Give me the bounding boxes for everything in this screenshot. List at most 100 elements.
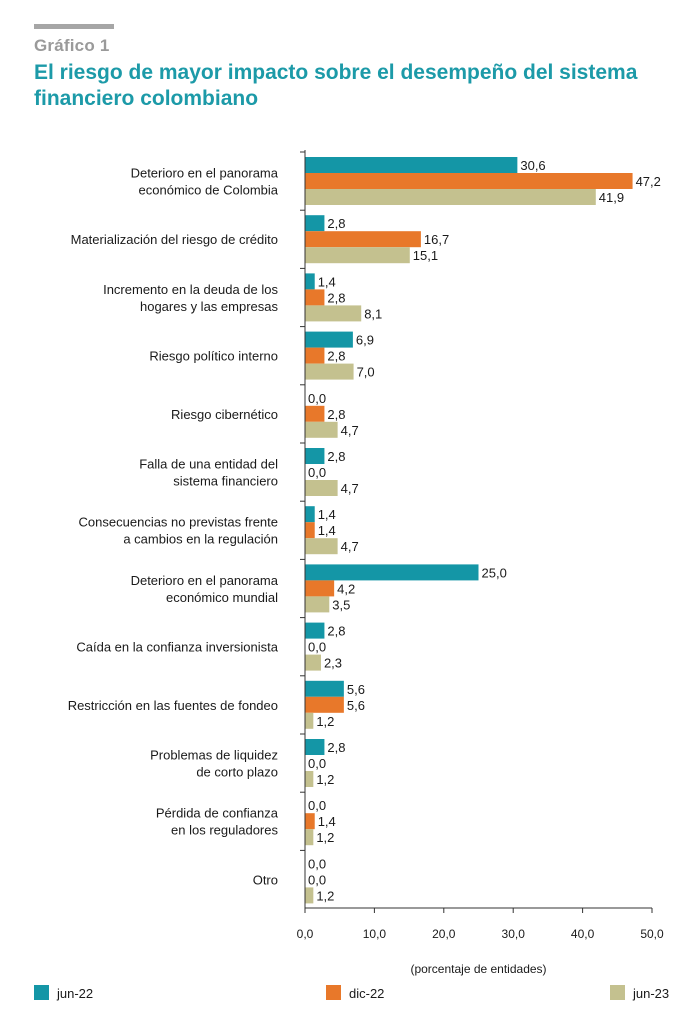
data-label: 1,4: [318, 523, 336, 538]
data-label: 2,8: [327, 216, 345, 231]
bar-jun-23: [305, 480, 338, 496]
category-label: Otro: [253, 872, 278, 887]
bar-jun-23: [305, 596, 330, 613]
bar-jun-23: [305, 538, 338, 555]
category-label: Caída en la confianza inversionista: [76, 640, 278, 655]
bar-jun-22: [305, 739, 325, 755]
bar-jun-23: [305, 363, 354, 380]
data-label: 16,7: [424, 232, 449, 247]
data-label: 6,9: [356, 333, 374, 348]
legend-label-jun-23: jun-23: [632, 986, 669, 1001]
data-label: 5,6: [347, 698, 365, 713]
data-label: 47,2: [636, 174, 661, 189]
data-label: 2,8: [327, 449, 345, 464]
data-label: 15,1: [413, 248, 438, 263]
category-label: Falla de una entidad del sistema financie…: [139, 457, 278, 489]
category-label: Riesgo cibernético: [171, 407, 278, 422]
bar-jun-23: [305, 712, 314, 729]
chart-title: El riesgo de mayor impacto sobre el dese…: [34, 61, 638, 110]
data-label: 25,0: [482, 565, 507, 580]
legend-swatch-jun-22: [34, 985, 49, 1000]
x-tick-label: 20,0: [432, 927, 456, 941]
data-label: 0,0: [308, 391, 326, 406]
data-label: 2,3: [324, 656, 342, 671]
bar-dic-22: [305, 522, 315, 539]
bar-jun-22: [305, 564, 479, 581]
bar-jun-22: [305, 448, 325, 464]
data-label: 1,2: [316, 888, 334, 903]
bar-jun-22: [305, 273, 315, 290]
data-label: 8,1: [364, 306, 382, 321]
header-rule: [34, 24, 114, 29]
chart-kicker: Gráfico 1: [34, 36, 110, 55]
data-label: 7,0: [357, 365, 375, 380]
data-label: 4,7: [341, 481, 359, 496]
bar-dic-22: [305, 347, 325, 364]
bar-dic-22: [305, 289, 325, 306]
bar-dic-22: [305, 231, 421, 248]
data-label: 1,4: [318, 274, 336, 289]
bar-jun-22: [305, 157, 518, 173]
data-label: 0,0: [308, 798, 326, 813]
bar-dic-22: [305, 580, 335, 597]
data-label: 0,0: [308, 856, 326, 871]
category-label: Materialización del riesgo de crédito: [71, 232, 278, 247]
category-label: Pérdida de confianza en los reguladores: [156, 806, 279, 838]
data-label: 1,2: [316, 830, 334, 845]
x-tick-label: 50,0: [640, 927, 664, 941]
data-label: 0,0: [308, 640, 326, 655]
x-tick-label: 10,0: [363, 927, 387, 941]
bar-jun-22: [305, 680, 344, 697]
category-label: Deterioro en el panorama económico mundia…: [131, 573, 279, 605]
data-label: 1,2: [316, 714, 334, 729]
legend-swatch-jun-23: [610, 985, 625, 1000]
bar-jun-22: [305, 506, 315, 523]
x-tick-label: 30,0: [502, 927, 526, 941]
bar-jun-22: [305, 331, 353, 348]
bar-jun-23: [305, 887, 314, 904]
bar-jun-22: [305, 215, 325, 232]
bar-jun-23: [305, 421, 338, 438]
legend-label-jun-22: jun-22: [56, 986, 93, 1001]
category-label: Restricción en las fuentes de fondeo: [68, 698, 278, 713]
data-label: 5,6: [347, 682, 365, 697]
data-label: 1,4: [318, 507, 336, 522]
data-label: 30,6: [520, 158, 545, 173]
category-label: Incremento en la deuda de los hogares y l…: [103, 282, 278, 314]
bar-dic-22: [305, 696, 344, 713]
category-label: Problemas de liquidez de corto plazo: [150, 748, 278, 780]
category-label: Consecuencias no previstas frente a cambi…: [79, 515, 278, 547]
legend-swatch-dic-22: [326, 985, 341, 1000]
bar-jun-22: [305, 622, 325, 639]
data-label: 4,7: [341, 423, 359, 438]
x-axis-title: (porcentaje de entidades): [410, 962, 546, 976]
bar-dic-22: [305, 405, 325, 422]
data-label: 1,2: [316, 772, 334, 787]
category-label: Riesgo político interno: [149, 349, 278, 364]
bar-jun-23: [305, 189, 596, 205]
data-label: 4,7: [341, 539, 359, 554]
data-label: 1,4: [318, 814, 336, 829]
data-label: 2,8: [327, 624, 345, 639]
data-label: 0,0: [308, 872, 326, 887]
bar-jun-23: [305, 247, 410, 264]
bar-dic-22: [305, 173, 633, 189]
data-label: 3,5: [332, 597, 350, 612]
bar-jun-23: [305, 771, 314, 787]
data-label: 2,8: [327, 740, 345, 755]
bar-jun-23: [305, 305, 362, 322]
data-label: 0,0: [308, 465, 326, 480]
data-label: 41,9: [599, 190, 624, 205]
data-label: 4,2: [337, 581, 355, 596]
bar-jun-23: [305, 654, 321, 671]
data-label: 2,8: [327, 290, 345, 305]
x-tick-label: 40,0: [571, 927, 595, 941]
legend-label-dic-22: dic-22: [349, 986, 384, 1001]
data-label: 2,8: [327, 349, 345, 364]
data-label: 0,0: [308, 756, 326, 771]
x-tick-label: 0,0: [297, 927, 314, 941]
category-label: Deterioro en el panorama económico de Col…: [131, 166, 279, 198]
data-label: 2,8: [327, 407, 345, 422]
bar-jun-23: [305, 829, 314, 846]
